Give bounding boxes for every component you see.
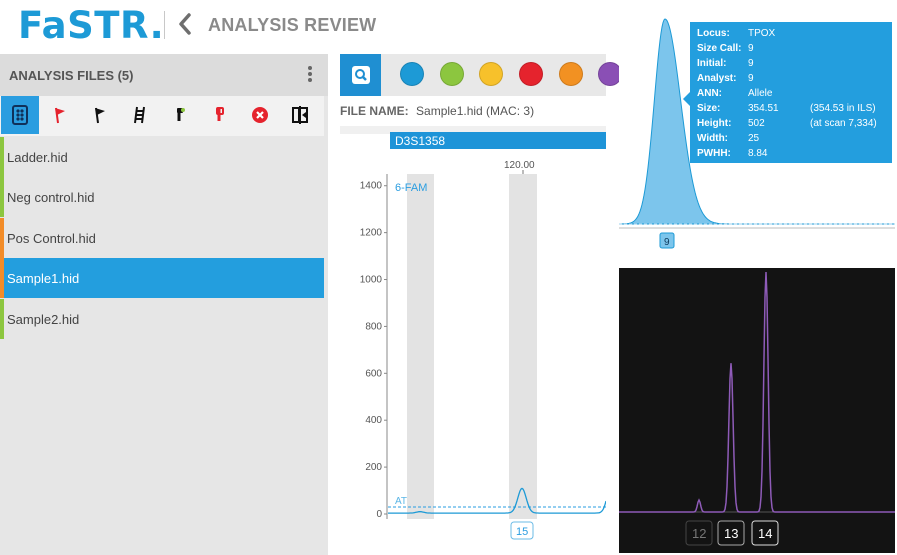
allele-label-box[interactable] xyxy=(510,521,534,540)
file-toolbar xyxy=(0,96,324,136)
allele-label: 15 xyxy=(516,526,528,538)
allele-label: 9 xyxy=(664,237,670,248)
dye-red-button[interactable] xyxy=(519,62,543,86)
locus-bar[interactable] xyxy=(390,132,606,149)
trace-line xyxy=(388,487,606,514)
app-logo: FaSTR. xyxy=(18,4,165,47)
tooltip-key: PWHH: xyxy=(697,148,731,159)
file-name: Sample2.hid xyxy=(7,312,80,327)
file-name-value: Sample1.hid (MAC: 3) xyxy=(416,104,535,118)
tooltip-key: Width: xyxy=(697,133,729,144)
tooltip-value: 8.84 xyxy=(748,148,768,159)
kebab-menu-icon[interactable] xyxy=(308,66,314,84)
y-tick-label: 1400 xyxy=(360,181,383,192)
file-name-label: FILE NAME: xyxy=(340,104,409,118)
black-flag-icon[interactable] xyxy=(81,96,119,134)
tooltip-key: Analyst: xyxy=(697,73,737,84)
app-header xyxy=(0,0,618,54)
allele-label-box[interactable] xyxy=(659,232,675,249)
file-item[interactable]: Ladder.hid xyxy=(0,137,324,177)
chart-top-band xyxy=(340,126,606,134)
tooltip-extra: (354.53 in ILS) xyxy=(810,103,876,114)
tooltip-value: TPOX xyxy=(748,28,776,39)
y-tick-label: 0 xyxy=(376,509,382,520)
tooltip-value: 25 xyxy=(748,133,760,144)
remove-icon[interactable] xyxy=(241,96,279,134)
tooltip-value: 9 xyxy=(748,58,754,69)
peak-tooltip: Locus: TPOX Size Call: 9 Initial: 9 Anal… xyxy=(690,22,892,163)
file-status-bar xyxy=(0,258,4,298)
y-axis-ticks: 0 200 400 600 800 1000 1200 1400 xyxy=(360,181,387,520)
dark-trace-panel xyxy=(619,268,895,553)
main-electropherogram[interactable]: 120.00 0 200 400 600 800 1000 1200 1400 6-FAM A… xyxy=(340,150,606,555)
dye-green-button[interactable] xyxy=(440,62,464,86)
dye-yellow-button[interactable] xyxy=(479,62,503,86)
tooltip-key: Size Call: xyxy=(697,43,742,54)
locus-label: D3S1358 xyxy=(395,134,446,148)
tooltip-value: Allele xyxy=(748,88,773,99)
threshold-label: AT xyxy=(395,496,407,507)
file-status-bar xyxy=(0,177,4,217)
file-status-bar xyxy=(0,137,4,177)
allele-label: 14 xyxy=(758,526,772,541)
file-item[interactable]: Neg control.hid xyxy=(0,177,324,217)
tooltip-key: ANN: xyxy=(697,88,722,99)
allele-label-box[interactable] xyxy=(685,520,713,546)
tooltip-key: Size: xyxy=(697,103,721,114)
file-item[interactable]: Pos Control.hid xyxy=(0,218,324,258)
tooltip-value: 354.51 xyxy=(748,103,779,114)
tooltip-extra: (at scan 7,334) xyxy=(810,118,877,129)
y-tick-label: 800 xyxy=(365,321,382,332)
analysis-files-panel xyxy=(0,54,328,555)
file-status-bar xyxy=(0,218,4,258)
dye-label: 6-FAM xyxy=(395,182,427,194)
allele-label-box[interactable] xyxy=(751,520,779,546)
file-name: Ladder.hid xyxy=(7,150,68,165)
page-title: ANALYSIS REVIEW xyxy=(208,15,377,35)
peak-detail-chart[interactable]: 9 xyxy=(619,4,895,254)
file-name-line: FILE NAME: Sample1.hid (MAC: 3) xyxy=(340,104,534,118)
tooltip-key: Locus: xyxy=(697,28,730,39)
purple-trace-chart[interactable]: 12 13 14 xyxy=(619,268,895,553)
allele-label: 13 xyxy=(724,526,738,541)
file-item-selected[interactable]: Sample1.hid xyxy=(0,258,324,298)
y-tick-label: 200 xyxy=(365,462,382,473)
tooltip-value: 9 xyxy=(748,43,754,54)
dye-orange-button[interactable] xyxy=(559,62,583,86)
y-tick-label: 1200 xyxy=(360,228,383,239)
file-status-bar xyxy=(0,299,4,339)
search-zoom-icon[interactable] xyxy=(340,54,381,96)
compare-icon[interactable] xyxy=(281,96,319,134)
file-name: Pos Control.hid xyxy=(7,231,96,246)
y-tick-label: 600 xyxy=(365,368,382,379)
header-divider xyxy=(164,11,165,39)
file-name: Sample1.hid xyxy=(7,271,80,286)
dye-blue-button[interactable] xyxy=(400,62,424,86)
tooltip-key: Height: xyxy=(697,118,732,129)
panel-title: ANALYSIS FILES (5) xyxy=(9,68,134,83)
bin-shade xyxy=(509,174,537,519)
x-tick-label: 120.00 xyxy=(504,160,535,171)
ladder-icon[interactable] xyxy=(121,96,159,134)
chevron-left-icon[interactable] xyxy=(176,12,194,43)
tooltip-key: Initial: xyxy=(697,58,727,69)
file-name: Neg control.hid xyxy=(7,190,95,205)
red-marker-icon[interactable] xyxy=(201,96,239,134)
bin-shade xyxy=(407,174,434,519)
y-tick-label: 400 xyxy=(365,415,382,426)
tooltip-value: 502 xyxy=(748,118,765,129)
tooltip-pointer xyxy=(683,92,690,106)
red-flag-icon[interactable] xyxy=(41,96,79,134)
tooltip-value: 9 xyxy=(748,73,754,84)
allele-label-box[interactable] xyxy=(717,520,745,546)
y-tick-label: 1000 xyxy=(360,275,383,286)
panel-header xyxy=(0,54,328,96)
green-marker-icon[interactable] xyxy=(161,96,199,134)
file-item[interactable]: Sample2.hid xyxy=(0,299,324,339)
ladder-view-icon[interactable] xyxy=(1,96,39,134)
trace-line xyxy=(619,271,895,513)
allele-label: 12 xyxy=(692,526,706,541)
